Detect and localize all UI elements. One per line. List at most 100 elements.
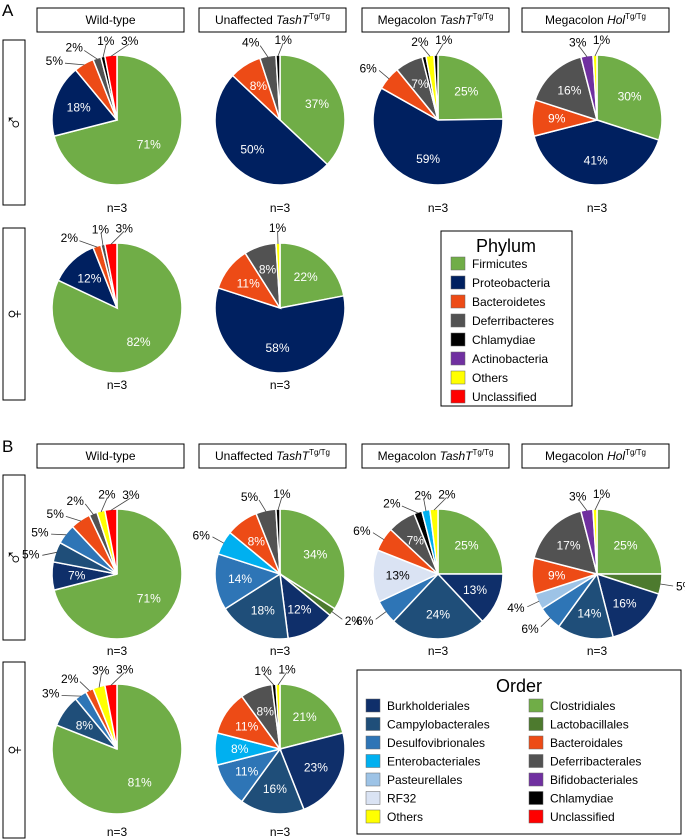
slice-label: 1%: [278, 662, 296, 676]
pie-slice-others: [592, 54, 598, 121]
pie-slice-unclassified: [103, 683, 118, 750]
pie-slice-others: [429, 508, 439, 575]
slice-label: 12%: [77, 272, 101, 286]
column-header: Unaffected TashTTg/Tg: [198, 7, 347, 33]
pie-slice-proteobacteria: [51, 68, 119, 138]
pie-slice-proteobacteria: [214, 286, 346, 374]
leader-line: [79, 240, 98, 248]
legend-swatch: [365, 698, 381, 713]
pie-slice-others: [275, 683, 281, 750]
legend-swatch: [450, 294, 466, 309]
column-header: Megacolon HolTg/Tg: [521, 7, 670, 33]
legend-label: Unclassified: [550, 810, 615, 824]
panel-label-a: A: [2, 1, 14, 20]
leader-line: [660, 583, 674, 587]
legend-label: Desulfovibrionales: [387, 736, 485, 750]
sample-size: n=3: [107, 644, 128, 658]
legend-label: Chlamydiae: [550, 792, 614, 806]
column-header-box: [36, 443, 185, 469]
column-header: Wild-type: [36, 443, 185, 469]
column-header: Megacolon TashTTg/Tg: [361, 7, 510, 33]
slice-label: 6%: [359, 62, 377, 76]
legend-label: Campylobacterales: [387, 718, 490, 732]
sex-labels: ♂ ♀ ♂ ♀: [1, 39, 28, 839]
slice-label: 8%: [248, 534, 266, 548]
legend-swatch: [450, 256, 466, 271]
leader-line: [258, 499, 267, 512]
pie-slice-firmicutes: [596, 54, 663, 142]
pie-chart: 30% 41% 9% 16% 3% 1% n=3: [531, 33, 663, 215]
leader-line: [401, 505, 419, 514]
slice-label: 81%: [128, 775, 152, 789]
leader-line: [433, 497, 447, 511]
slice-label: 18%: [67, 101, 91, 115]
sample-size: n=3: [270, 825, 291, 839]
order-legend: Order Burkholderiales Campylobacterales Des…: [356, 669, 682, 835]
legend-label: Others: [387, 810, 423, 824]
slice-label: 8%: [231, 742, 249, 756]
slice-label: 12%: [287, 602, 311, 616]
legend-label: RF32: [387, 792, 417, 806]
legend-swatch: [365, 809, 381, 824]
legend-label: Chlamydiae: [472, 333, 536, 347]
pie-slice-chlamydiae: [433, 54, 439, 121]
slice-label: 3%: [122, 488, 140, 502]
slice-label: 9%: [548, 112, 566, 126]
leader-line: [259, 45, 269, 58]
legend-swatch: [450, 389, 466, 404]
slice-label: 30%: [618, 89, 642, 103]
legend-swatch: [450, 313, 466, 328]
leader-line: [102, 43, 107, 58]
slice-label: 3%: [92, 664, 110, 678]
leader-line: [83, 50, 98, 60]
slice-label: 2%: [414, 488, 432, 502]
leader-line: [51, 533, 67, 536]
male-symbol: ♂: [1, 114, 28, 132]
pie-slice-deferribacteres: [534, 56, 599, 122]
sample-size: n=3: [107, 378, 128, 392]
slice-label: 5%: [46, 54, 64, 68]
sample-size: n=3: [428, 201, 449, 215]
sample-size: n=3: [270, 644, 291, 658]
column-header-label: Megacolon TashTTg/Tg: [378, 12, 494, 27]
sex-box: [2, 39, 26, 206]
leader-line: [277, 42, 284, 57]
column-header-label: Wild-type: [85, 13, 135, 27]
slice-label: 17%: [556, 539, 580, 553]
slice-label: 82%: [127, 335, 151, 349]
slice-label: 71%: [137, 592, 161, 606]
slice-label: 16%: [613, 596, 637, 610]
sample-size: n=3: [107, 825, 128, 839]
pie-chart: 82% 12% 2% 1% 3% n=3: [51, 221, 183, 392]
column-header-box: [36, 7, 185, 33]
legend-swatch: [528, 698, 544, 713]
female-symbol: ♀: [1, 305, 28, 323]
leader-line: [375, 611, 387, 620]
pie-slice-campylobacterales: [557, 572, 615, 640]
slice-label: 6%: [356, 614, 374, 628]
pie-slice-deferribacterales: [533, 510, 599, 576]
leader-line: [110, 43, 130, 57]
sample-size: n=3: [587, 201, 608, 215]
leader-line: [372, 532, 385, 541]
legend-label: Actinobacteria: [472, 352, 548, 366]
leader-line: [594, 496, 602, 511]
slice-label: 5%: [31, 526, 49, 540]
legend-label: Clostridiales: [550, 699, 615, 713]
slice-label: 8%: [76, 718, 94, 732]
leader-line: [42, 551, 57, 556]
slice-label: 1%: [275, 33, 293, 47]
leader-line: [378, 70, 390, 80]
legend-label: Unclassified: [472, 390, 537, 404]
slice-label: 6%: [353, 524, 371, 538]
leader-line: [64, 62, 85, 66]
column-header-label: Unaffected TashTTg/Tg: [215, 12, 330, 27]
sample-size: n=3: [270, 201, 291, 215]
leader-line: [277, 496, 283, 511]
pie-slice-campylobacterales: [240, 747, 305, 815]
leader-line: [420, 44, 431, 57]
slice-label: 3%: [569, 489, 587, 503]
slice-label: 8%: [259, 263, 277, 277]
slice-label: 25%: [613, 539, 637, 553]
